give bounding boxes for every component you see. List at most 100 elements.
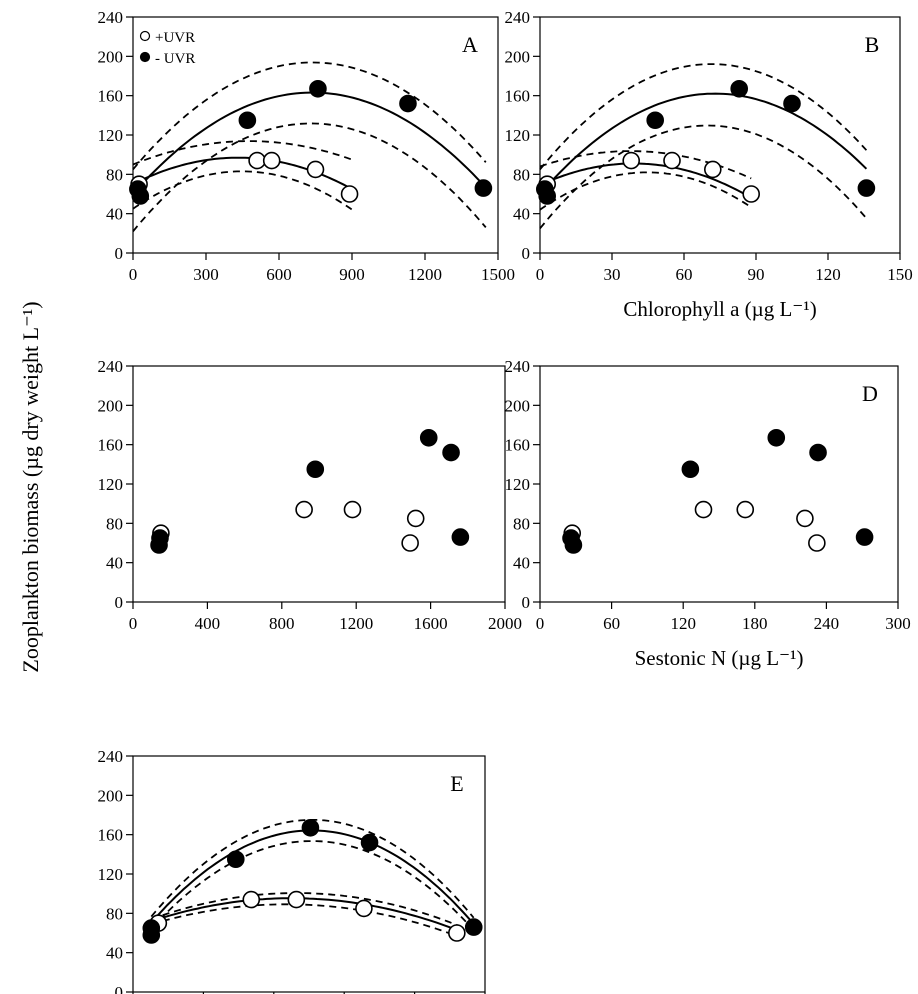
filled-circle-point (646, 111, 665, 130)
open-circle-point (355, 899, 373, 918)
filled-circle-point (730, 79, 749, 98)
x-axis-label: Chlorophyll a (µg L⁻¹) (623, 297, 816, 321)
x-tick-label: 30 (604, 265, 621, 284)
x-tick-label: 0 (129, 265, 138, 284)
x-tick-label: 60 (603, 614, 620, 633)
uvr-minus-fit-line (539, 92, 868, 195)
y-tick-label: 200 (98, 47, 124, 66)
plot-frame (539, 365, 899, 603)
panel-b: 0 40 80 120 160 200 240 0 30 60 90 120 150 B Chlorophy… (505, 8, 913, 321)
filled-circle-point (538, 187, 557, 205)
x-tick-label: 1600 (414, 614, 448, 633)
filled-circle-point (783, 94, 801, 113)
y-tick-label: 160 (505, 87, 531, 106)
y-tick-label: 80 (106, 904, 123, 923)
panel-e: 040801201602002400510152025E (98, 747, 486, 994)
open-circle-point (306, 160, 325, 179)
filled-circle-point (301, 818, 320, 837)
x-axis-label: Sestonic N (µg L⁻¹) (635, 646, 804, 670)
filled-circle-point (855, 528, 874, 546)
y-tick-label: 240 (98, 747, 124, 766)
y-tick-label: 120 (98, 126, 124, 145)
open-circle-point (406, 509, 425, 528)
panel-c: 0 40 80 120 160 200 240 0 400 800 1200 1600 2000 (98, 357, 523, 633)
panel-letter: A (462, 32, 478, 57)
plot-frame (539, 16, 901, 254)
x-tick-label: 2000 (488, 614, 522, 633)
y-tick-label: 40 (106, 944, 123, 963)
x-tick-label: 120 (670, 614, 696, 633)
panel-a: 0 40 80 120 160 200 240 0 300 600 900 1200 1500 A +UVR… (98, 8, 516, 284)
y-tick-label: 40 (106, 205, 123, 224)
open-circle-point (242, 890, 261, 909)
y-tick-label: 0 (115, 244, 124, 263)
open-circle-point (295, 500, 313, 519)
filled-circle-point (360, 833, 379, 852)
y-tick-label: 80 (513, 514, 530, 533)
open-circle-point (287, 890, 306, 909)
legend-open-label: +UVR (155, 30, 195, 46)
x-tick-label: 400 (195, 614, 221, 633)
uvr-plus-upper-confidence-line (150, 892, 461, 927)
uvr-plus-lower-confidence-line (151, 903, 461, 938)
filled-circle-point (464, 918, 483, 936)
filled-circle-point (306, 460, 325, 479)
y-tick-label: 80 (513, 165, 530, 184)
filled-circle-point (309, 79, 327, 98)
y-tick-label: 200 (505, 396, 531, 415)
open-circle-point (343, 500, 362, 519)
filled-circle-point (564, 536, 583, 554)
filled-circle-point (442, 443, 460, 462)
y-tick-label: 120 (505, 126, 531, 145)
x-tick-label: 1500 (481, 265, 515, 284)
open-circle-point (248, 151, 266, 170)
panel-letter: B (865, 32, 880, 57)
filled-circle-point (150, 536, 168, 554)
y-tick-label: 200 (98, 396, 124, 415)
filled-circle-point (474, 179, 493, 197)
y-tick-label: 160 (98, 826, 124, 845)
open-circle-point (742, 185, 761, 203)
panel-d: 0 40 80 120 160 200 240 0 60 120 180 240 300 D Sestoni… (505, 357, 911, 670)
shared-y-axis-label: Zooplankton biomass (µg dry weight L⁻¹) (18, 301, 43, 672)
y-tick-label: 240 (98, 357, 124, 376)
open-circle-point (694, 500, 713, 519)
filled-circle-point (451, 528, 470, 546)
uvr-minus-fit-line (150, 829, 475, 925)
uvr-plus-fit-line (539, 162, 752, 199)
open-circle-point (808, 534, 826, 552)
y-tick-label: 0 (115, 983, 124, 994)
y-tick-label: 40 (513, 205, 530, 224)
x-tick-label: 1200 (339, 614, 373, 633)
filled-circle-point (131, 187, 150, 205)
filled-circle-point (857, 179, 876, 197)
y-tick-label: 0 (522, 593, 531, 612)
plot-frame (132, 365, 506, 603)
open-circle-point (663, 151, 681, 170)
x-tick-label: 900 (339, 265, 365, 284)
uvr-minus-fit-line (132, 91, 487, 195)
open-circle-point (622, 151, 641, 170)
y-tick-label: 40 (513, 554, 530, 573)
y-tick-label: 0 (115, 593, 124, 612)
legend-filled-label: - UVR (155, 51, 195, 67)
open-circle-point (401, 534, 419, 552)
y-tick-label: 160 (505, 436, 531, 455)
x-tick-label: 240 (814, 614, 840, 633)
open-circle-point (703, 160, 722, 179)
y-tick-label: 120 (505, 475, 531, 494)
y-tick-label: 40 (106, 554, 123, 573)
filled-circle-point (226, 850, 245, 869)
x-tick-label: 800 (269, 614, 295, 633)
y-tick-label: 80 (106, 165, 123, 184)
uvr-plus-lower-confidence-line (539, 171, 752, 211)
y-tick-label: 0 (522, 244, 531, 263)
x-tick-label: 60 (676, 265, 693, 284)
filled-circle-point (681, 460, 700, 479)
panel-letter: E (450, 771, 463, 796)
y-tick-label: 80 (106, 514, 123, 533)
x-tick-label: 300 (193, 265, 219, 284)
open-circle-point (736, 500, 755, 519)
y-tick-label: 200 (505, 47, 531, 66)
uvr-minus-lower-confidence-line (132, 122, 487, 232)
